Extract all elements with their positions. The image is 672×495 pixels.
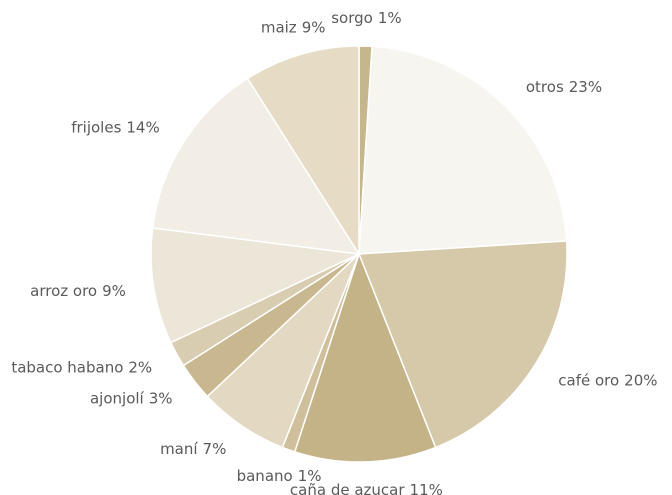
slice [358,45,568,255]
slice-label: maní 7% [160,440,226,458]
category-name: caña de azucar [290,480,405,495]
value-label: 23% [569,78,602,96]
category-name: café oro [558,371,619,389]
category-name: otros [526,78,564,96]
slice-label: arroz oro 9% [30,281,126,299]
category-name: maiz [261,18,297,36]
category-name: frijoles [71,118,121,136]
value-label: 14% [126,118,159,136]
category-name: ajonjolí [90,389,145,407]
slice [151,77,361,255]
slice-label: frijoles 14% [71,118,160,136]
category-name: arroz oro [30,281,97,299]
value-label: 7% [203,440,227,458]
value-label: 3% [149,389,173,407]
slice-label: caña de azucar 11% [290,480,443,495]
value-label: 11% [410,480,443,495]
slice-label: banano 1% [237,467,322,485]
slice [150,227,362,344]
category-name: maní [160,440,198,458]
category-name: banano [237,467,293,485]
slice-label: otros 23% [526,78,602,96]
slice-label: maiz 9% [261,18,326,36]
slice-label: tabaco habano 2% [11,358,152,376]
slice-label: café oro 20% [558,371,657,389]
value-label: 9% [302,18,326,36]
value-label: 9% [102,281,126,299]
category-name: sorgo [331,9,373,27]
slice [293,251,437,463]
slice [246,45,360,257]
value-label: 1% [378,9,402,27]
value-label: 20% [624,371,657,389]
slice-label: ajonjolí 3% [90,389,173,407]
category-name: tabaco habano [11,358,123,376]
slice [357,240,568,449]
value-label: 1% [298,467,322,485]
value-label: 2% [128,358,152,376]
slice-label: sorgo 1% [331,9,401,27]
